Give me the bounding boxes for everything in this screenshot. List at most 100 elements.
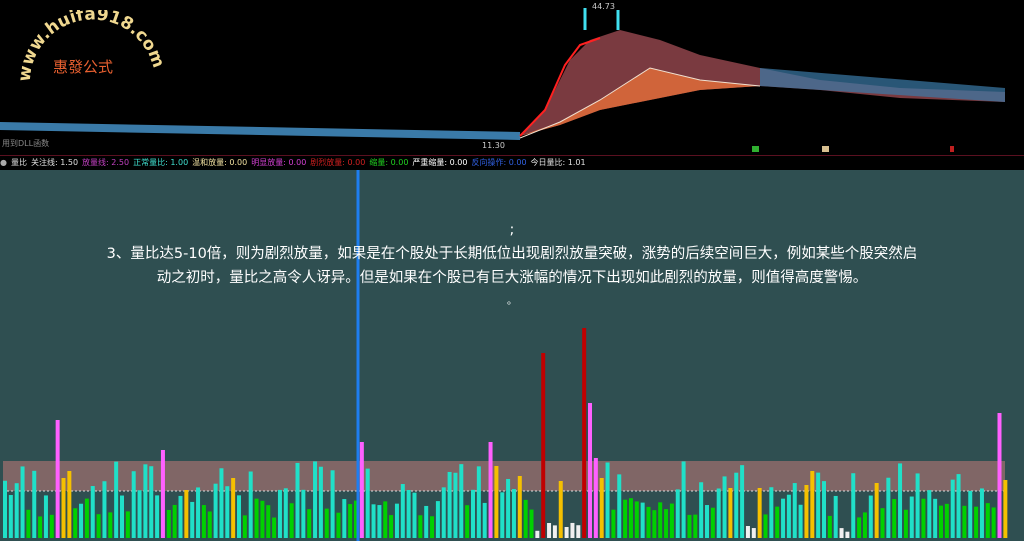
volume-bar-severe [564, 527, 569, 538]
volume-bar-shrink [266, 505, 271, 538]
volume-bar-severe [576, 525, 581, 538]
volume-bar-shrink [73, 508, 78, 538]
volume-bar-shrink [763, 514, 768, 538]
volume-bar-shrink [652, 510, 657, 538]
legend-item: 今日量比: 1.01 [530, 158, 586, 167]
volume-bar-shrink [389, 515, 394, 538]
volume-bar-severe [839, 528, 844, 538]
price-chart[interactable]: www.huifa918.com 惠發公式 44.73 11.30 用到DLL函… [0, 0, 1024, 152]
volume-bar-shrink [857, 517, 862, 538]
watermark-arc-svg: www.huifa918.com [15, 4, 169, 82]
volume-bar-mild [874, 483, 879, 538]
volume-bar-normal [219, 468, 224, 538]
signal-marker [822, 146, 829, 152]
volume-bar-obvious [593, 458, 598, 538]
volume-bar-shrink [693, 514, 698, 538]
volume-ratio-chart [3, 170, 1008, 541]
volume-bar-shrink [348, 504, 353, 538]
volume-bar-normal [225, 486, 230, 538]
volume-bar-mild [558, 481, 563, 538]
volume-bar-shrink [775, 506, 780, 538]
legend-items: 关注线: 1.50 放量线: 2.50 正常量比: 1.00 温和放量: 0.00 明显… [31, 158, 590, 167]
volume-ratio-panel[interactable]: ; 3、量比达5-10倍，则为剧烈放量，如果是在个股处于长期低位出现剧烈放量突破… [0, 170, 1024, 541]
volume-bar-normal [400, 484, 405, 538]
volume-bar-shrink [646, 506, 651, 538]
legend-item: 温和放量: 0.00 [192, 158, 248, 167]
volume-bar-mild [231, 478, 236, 538]
volume-bar-mild [757, 488, 762, 538]
volume-bar-normal [435, 501, 440, 538]
volume-bar-normal [898, 463, 903, 538]
volume-bar-mild [61, 478, 66, 538]
volume-bar-normal [365, 468, 370, 538]
volume-bar-shrink [289, 503, 294, 538]
volume-bar-shrink [710, 507, 715, 538]
volume-bar-shrink [125, 511, 130, 538]
volume-bar-normal [283, 488, 288, 538]
volume-bar-severe [547, 523, 552, 538]
note-line: 。 [507, 296, 517, 307]
volume-bar-shrink [166, 509, 171, 538]
volume-bar-normal [511, 489, 516, 538]
volume-bar-normal [968, 490, 973, 538]
volume-bar-shrink [529, 509, 534, 538]
volume-bar-shrink [611, 509, 616, 538]
volume-bar-normal [453, 472, 458, 538]
volume-bar-normal [412, 492, 417, 538]
legend-item: 缩量: 0.00 [369, 158, 409, 167]
volume-bar-normal [816, 472, 821, 538]
volume-bar-shrink [354, 500, 358, 538]
volume-bar-severe [535, 530, 540, 538]
volume-bar-normal [476, 466, 481, 538]
low-price-label: 11.30 [482, 141, 505, 150]
volume-bar-normal [295, 462, 300, 538]
legend-item: 严重缩量: 0.00 [412, 158, 468, 167]
volume-bar-normal [149, 466, 154, 538]
volume-bar-normal [705, 505, 709, 538]
volume-bar-normal [950, 479, 955, 538]
volume-bar-shrink [84, 498, 89, 538]
volume-bar-shrink [418, 515, 423, 538]
volume-bar-mild [804, 485, 809, 538]
volume-bar-shrink [991, 507, 996, 538]
volume-bar-normal [640, 502, 645, 538]
volume-bar-shrink [38, 516, 43, 538]
volume-bar-obvious [488, 442, 493, 538]
volume-bar-normal [909, 496, 914, 538]
volume-bar-shrink [242, 515, 247, 538]
volume-bar-normal [675, 489, 680, 538]
volume-bar-shrink [962, 505, 967, 538]
legend-item: 反向操作: 0.00 [471, 158, 527, 167]
volume-bar-shrink [383, 501, 388, 538]
volume-bar-shrink [903, 509, 908, 538]
volume-bar-normal [190, 501, 195, 538]
volume-bar-severe [552, 525, 557, 538]
legend-item: 明显放量: 0.00 [251, 158, 307, 167]
legend-item: 放量线: 2.50 [82, 158, 130, 167]
dll-footer: 用到DLL函数 [2, 139, 50, 148]
volume-bar-shrink [634, 501, 639, 538]
volume-bar-normal [90, 486, 95, 538]
volume-bar-normal [377, 505, 382, 538]
legend-item: 剧烈放量: 0.00 [310, 158, 366, 167]
volume-bar-normal [927, 490, 932, 538]
volume-bar-shrink [827, 515, 832, 538]
volume-bar-normal [371, 504, 376, 538]
volume-bar-shrink [669, 503, 674, 538]
volume-bar-normal [617, 474, 622, 538]
volume-bar-normal [394, 503, 399, 538]
volume-bar-normal [956, 474, 961, 538]
watermark-logo: www.huifa918.com 惠發公式 [15, 4, 175, 94]
volume-bar-mild [728, 488, 733, 538]
settings-icon[interactable]: ● [0, 158, 7, 167]
volume-bar-shrink [430, 516, 435, 538]
volume-bar-shrink [172, 504, 177, 538]
attention-band [3, 461, 1005, 491]
volume-bar-normal [14, 483, 19, 538]
volume-bar-normal [851, 473, 856, 538]
volume-bar-shrink [307, 509, 312, 538]
volume-bar-shrink [658, 502, 663, 538]
note-line: 3、量比达5-10倍，则为剧烈放量，如果是在个股处于长期低位出现剧烈放量突破，涨… [106, 246, 918, 262]
volume-bar-normal [605, 462, 610, 538]
volume-bar-normal [500, 492, 505, 538]
